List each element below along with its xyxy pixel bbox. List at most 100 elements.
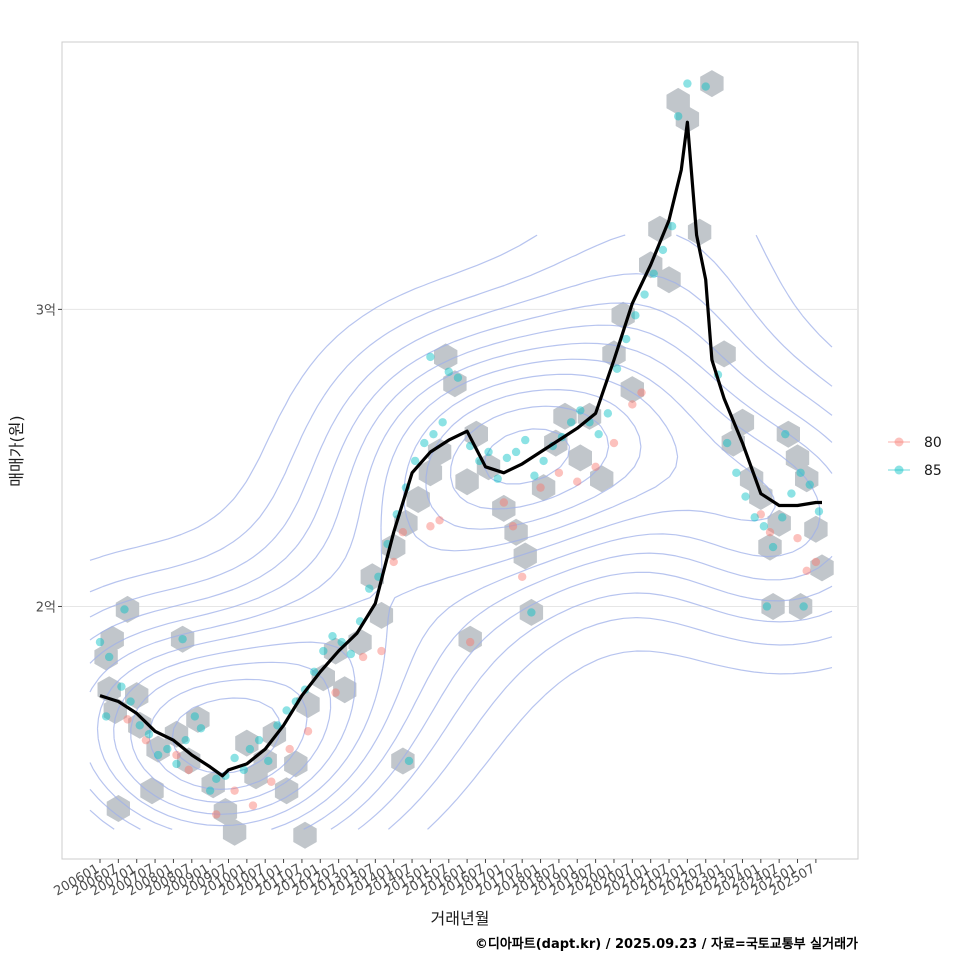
y-axis-title: 매매가(원) (7, 415, 26, 486)
data-point-85 (239, 765, 248, 775)
data-point-85 (144, 730, 154, 739)
data-point-85 (410, 456, 420, 466)
data-point-85 (117, 682, 126, 691)
y-tick-label: 3억 (36, 303, 56, 318)
data-point-80 (248, 801, 258, 810)
data-point-85 (254, 735, 264, 745)
density-contour (96, 358, 776, 827)
data-point-85 (732, 468, 741, 477)
data-point-80 (536, 483, 545, 492)
data-point-85 (309, 667, 319, 677)
data-point-80 (285, 744, 294, 754)
data-point-85 (181, 735, 190, 745)
data-point-85 (683, 79, 692, 88)
density-contour-layer (89, 234, 833, 830)
data-point-80 (756, 510, 766, 519)
hexbin-cell (186, 705, 210, 733)
data-point-80 (230, 786, 239, 795)
data-point-85 (264, 756, 273, 766)
data-point-85 (493, 474, 502, 483)
data-point-80 (793, 533, 802, 543)
density-contour (89, 302, 833, 830)
hexbin-cell (418, 459, 443, 487)
hexbin-cell (761, 593, 785, 620)
hexbin-cell (712, 340, 736, 368)
data-point-80 (398, 528, 408, 537)
data-point-85 (453, 373, 463, 382)
data-point-80 (267, 777, 276, 786)
hexbin-cell (391, 747, 415, 775)
hexbin-cell (434, 343, 458, 371)
hexbin-cell (531, 474, 556, 502)
data-point-85 (768, 542, 778, 552)
data-point-85 (787, 489, 796, 498)
data-point-85 (429, 429, 438, 439)
hexbin-cell (293, 821, 317, 849)
data-point-85 (438, 418, 447, 427)
data-point-85 (104, 652, 114, 662)
data-point-85 (649, 269, 658, 278)
density-contour (89, 273, 833, 830)
hexbin-cell (100, 625, 124, 653)
data-point-85 (328, 631, 337, 641)
hexbin-cell (311, 664, 335, 692)
data-point-80 (172, 750, 181, 760)
hexbin-cell (274, 777, 299, 805)
data-point-85 (190, 712, 200, 721)
data-point-85 (95, 637, 105, 647)
data-point-85 (196, 724, 206, 733)
data-point-85 (502, 453, 512, 463)
data-point-85 (365, 584, 374, 593)
legend-key-point (894, 437, 904, 447)
data-point-85 (539, 456, 548, 466)
data-point-80 (358, 652, 368, 662)
data-point-85 (527, 608, 536, 617)
data-point-80 (573, 477, 582, 486)
data-point-85 (814, 507, 824, 516)
y-tick-label: 2억 (36, 600, 56, 615)
data-point-85 (420, 438, 429, 448)
hexbin-cell (513, 542, 537, 570)
hexbin-cell (443, 370, 467, 398)
data-point-80 (811, 557, 821, 567)
data-point-85 (658, 245, 668, 255)
data-point-85 (796, 468, 805, 477)
data-point-85 (612, 364, 622, 373)
data-point-85 (750, 513, 759, 522)
data-point-85 (135, 721, 144, 730)
source-caption: ©디아파트(dapt.kr) / 2025.09.23 / 자료=국토교통부 실… (475, 936, 858, 952)
data-point-80 (517, 572, 527, 581)
hexbin-cell (323, 637, 348, 665)
data-point-80 (141, 735, 151, 745)
data-point-85 (404, 756, 414, 766)
hexbin-cell (519, 598, 544, 626)
data-point-85 (566, 418, 576, 427)
data-point-85 (153, 750, 163, 760)
data-point-80 (389, 557, 398, 567)
data-point-80 (123, 715, 132, 724)
hexbin-cell (235, 729, 259, 757)
data-point-85 (799, 602, 808, 611)
data-point-80 (609, 438, 619, 448)
hexbin-cell (687, 218, 712, 246)
data-point-85 (163, 744, 172, 754)
data-point-85 (805, 480, 814, 489)
hexbin-cell (360, 563, 384, 591)
data-point-85 (484, 447, 493, 457)
hexbin-cell (164, 720, 189, 748)
hexbin-cell (749, 483, 773, 510)
legend-label: 85 (924, 463, 942, 479)
data-point-85 (172, 759, 181, 769)
hexbin-cell (700, 70, 724, 98)
hexbin-cell (284, 750, 308, 778)
hexbin-cell (213, 798, 238, 825)
data-point-85 (178, 634, 187, 644)
data-point-80 (554, 468, 564, 477)
data-point-80 (765, 528, 775, 537)
data-point-85 (778, 513, 787, 522)
data-point-80 (508, 522, 518, 531)
hexbin-cell (146, 735, 170, 763)
density-contour (89, 324, 833, 830)
